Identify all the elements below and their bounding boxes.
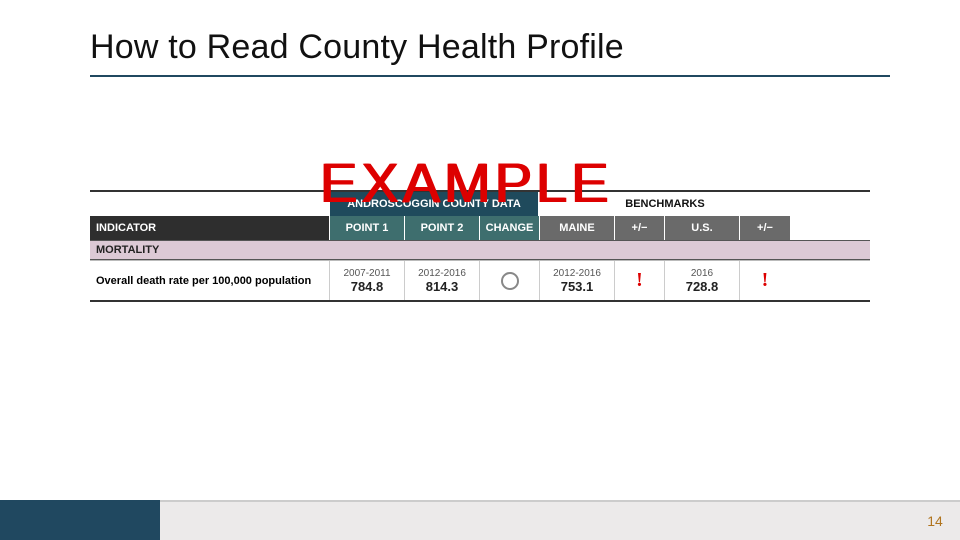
section-label: MORTALITY — [90, 241, 790, 259]
slide-title: How to Read County Health Profile — [90, 28, 890, 67]
slide-header: How to Read County Health Profile — [0, 0, 960, 77]
alert-icon: ! — [762, 269, 769, 292]
col-header-point2: POINT 2 — [405, 216, 480, 240]
cell-point2-value: 814.3 — [426, 279, 459, 294]
cell-us-years: 2016 — [691, 268, 713, 279]
cell-maine: 2012-2016 753.1 — [540, 261, 615, 300]
cell-pm1: ! — [615, 261, 665, 300]
col-header-indicator: INDICATOR — [90, 216, 330, 240]
cell-maine-value: 753.1 — [561, 279, 594, 294]
cell-maine-years: 2012-2016 — [553, 268, 601, 279]
footer-mid — [160, 500, 910, 540]
col-header-us: U.S. — [665, 216, 740, 240]
table-column-header-row: INDICATOR POINT 1 POINT 2 CHANGE MAINE +… — [90, 216, 870, 240]
col-header-pm1: +/− — [615, 216, 665, 240]
cell-us-value: 728.8 — [686, 279, 719, 294]
cell-indicator: Overall death rate per 100,000 populatio… — [90, 261, 330, 300]
cell-change — [480, 261, 540, 300]
top-header-blank — [90, 192, 330, 216]
cell-point1-value: 784.8 — [351, 279, 384, 294]
cell-pm2: ! — [740, 261, 790, 300]
top-header-county-data: ANDROSCOGGIN COUNTY DATA — [330, 192, 540, 216]
cell-point1: 2007-2011 784.8 — [330, 261, 405, 300]
neutral-circle-icon — [501, 272, 519, 290]
col-header-maine: MAINE — [540, 216, 615, 240]
col-header-change: CHANGE — [480, 216, 540, 240]
profile-table: ANDROSCOGGIN COUNTY DATA BENCHMARKS INDI… — [90, 190, 870, 302]
top-header-benchmarks: BENCHMARKS — [540, 192, 790, 216]
table-top-header-row: ANDROSCOGGIN COUNTY DATA BENCHMARKS — [90, 192, 870, 216]
footer-accent-block — [0, 500, 160, 540]
section-row-mortality: MORTALITY — [90, 240, 870, 260]
page-number: 14 — [910, 500, 960, 540]
cell-point1-years: 2007-2011 — [343, 268, 390, 279]
cell-point2-years: 2012-2016 — [418, 268, 466, 279]
cell-point2: 2012-2016 814.3 — [405, 261, 480, 300]
col-header-point1: POINT 1 — [330, 216, 405, 240]
alert-icon: ! — [636, 269, 643, 292]
table-row: Overall death rate per 100,000 populatio… — [90, 260, 870, 300]
cell-us: 2016 728.8 — [665, 261, 740, 300]
col-header-pm2: +/− — [740, 216, 790, 240]
title-underline — [90, 75, 890, 77]
slide-footer: 14 — [0, 500, 960, 540]
